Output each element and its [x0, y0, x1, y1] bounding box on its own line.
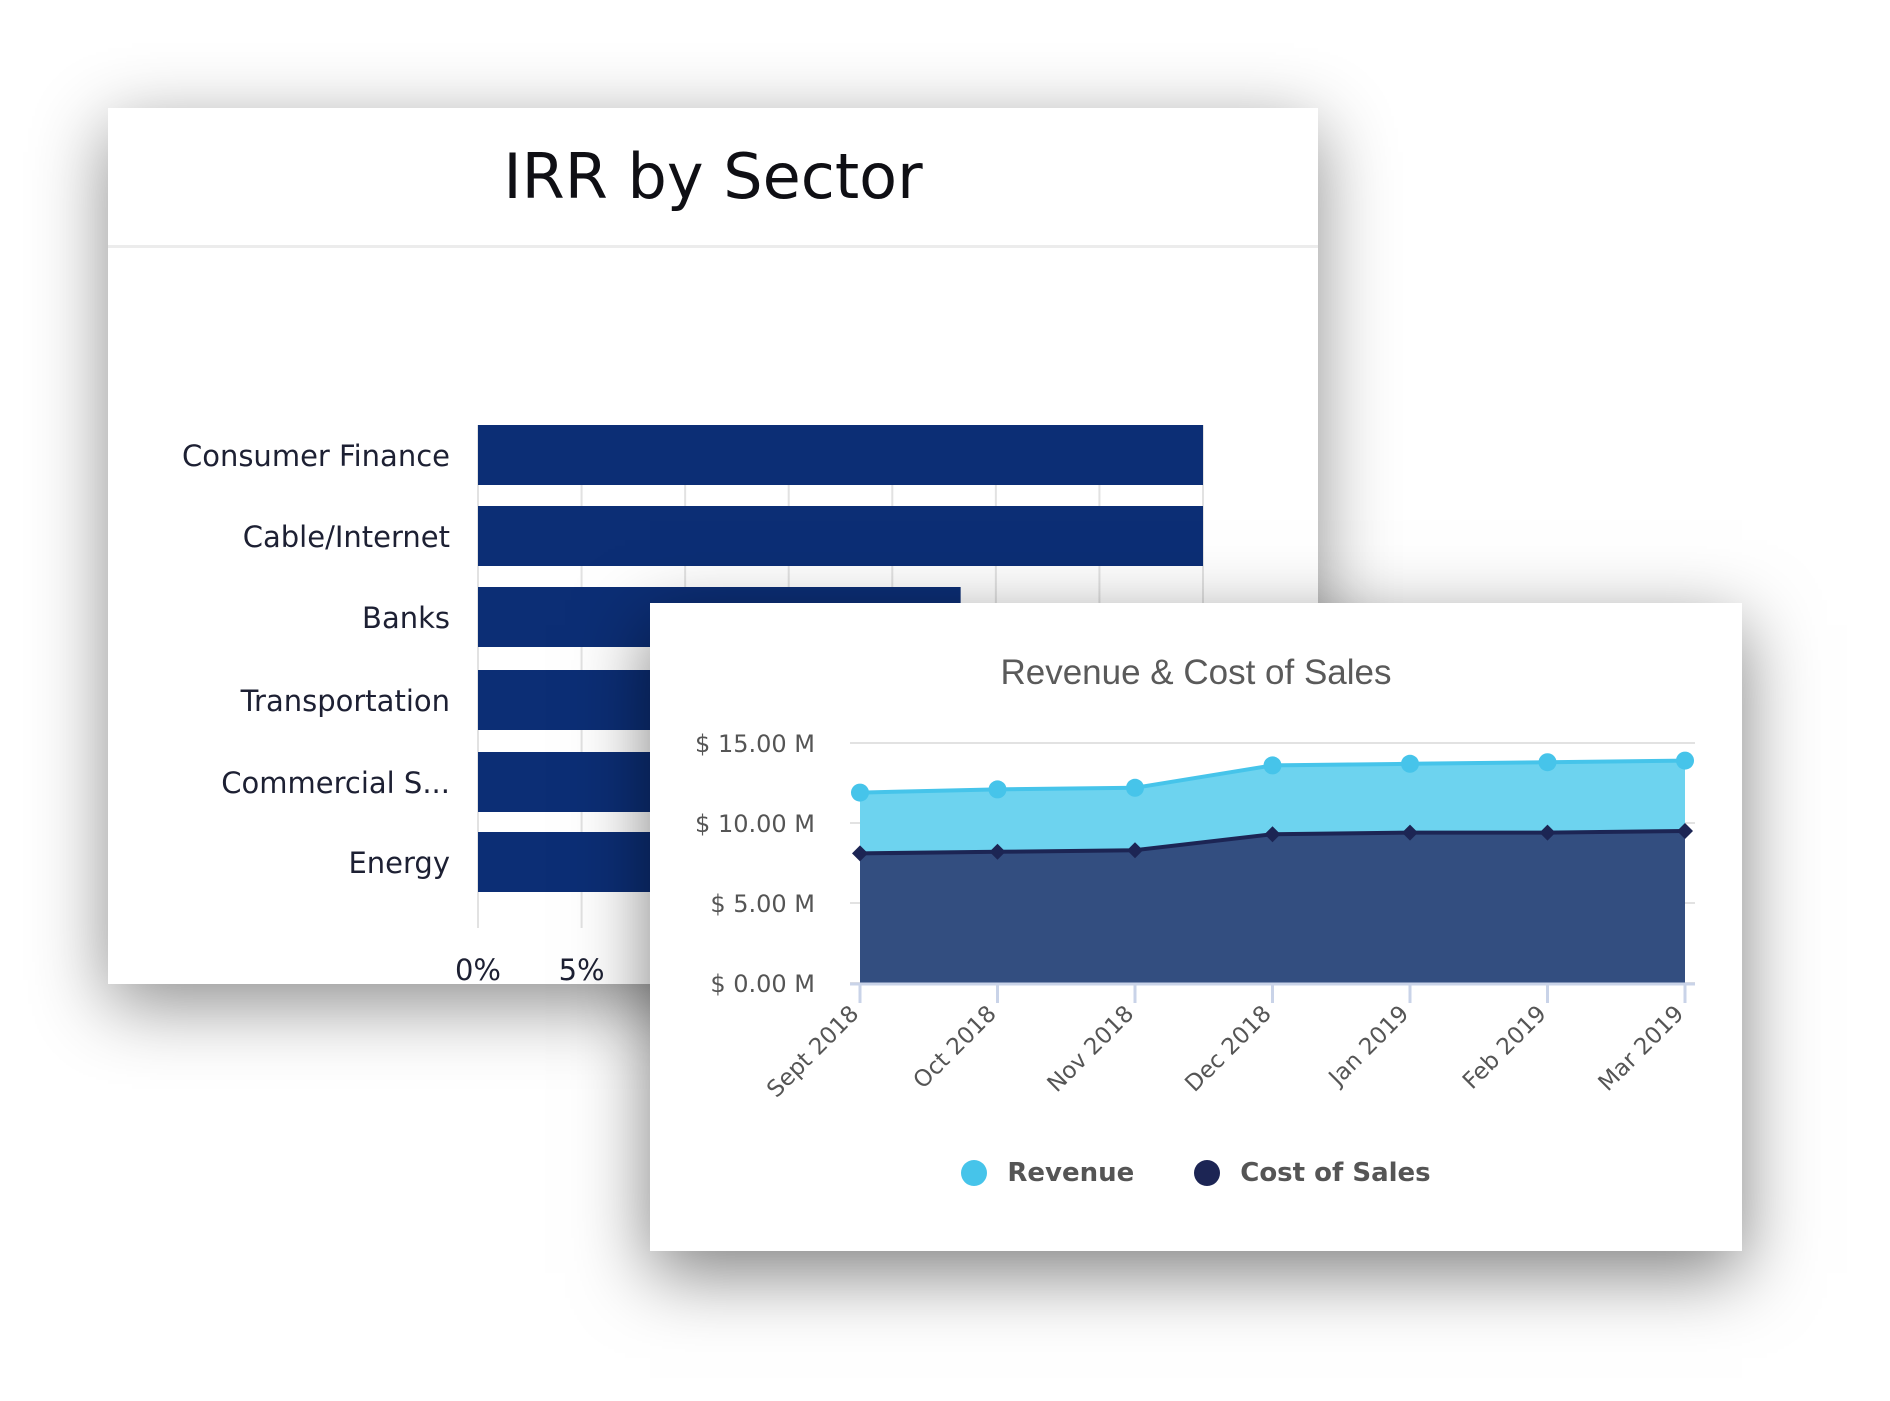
legend-cost-label: Cost of Sales [1240, 1158, 1431, 1188]
revenue-point [1401, 754, 1419, 773]
revenue-point [1126, 778, 1144, 797]
revenue-x-tick-label: Mar 2019 [1594, 1001, 1690, 1097]
irr-chart-title: IRR by Sector [108, 108, 1318, 248]
revenue-x-tick-label: Jan 2019 [1323, 1001, 1414, 1092]
revenue-point [1263, 756, 1282, 775]
legend-item-cost-of-sales[interactable]: Cost of Sales [1194, 1158, 1431, 1188]
irr-category-label: Energy [348, 846, 450, 880]
cost-of-sales-area [860, 831, 1685, 983]
revenue-y-tick-label: $ 10.00 M [695, 810, 815, 838]
revenue-y-tick-label: $ 0.00 M [710, 970, 815, 998]
cost-of-sales-point [1677, 823, 1693, 839]
revenue-area-chart: $ 0.00 M $ 5.00 M $ 10.00 M $ 15.00 M Sept 2… [695, 730, 1695, 1103]
cost-of-sales-point [989, 843, 1006, 860]
revenue-point [851, 783, 869, 802]
revenue-x-tick-label: Dec 2018 [1180, 1001, 1276, 1097]
revenue-point [988, 780, 1007, 799]
irr-category-label: Banks [362, 601, 450, 635]
revenue-point [1676, 751, 1694, 770]
irr-bar [478, 506, 1203, 566]
irr-category-label: Transportation [240, 684, 450, 718]
irr-category-label: Consumer Finance [182, 439, 450, 473]
legend-cost-marker [1194, 1160, 1221, 1186]
legend-item-revenue[interactable]: Revenue [961, 1158, 1134, 1188]
cost-of-sales-point [1402, 824, 1418, 841]
cost-of-sales-point [1539, 824, 1556, 841]
revenue-x-tick-label: Nov 2018 [1043, 1001, 1140, 1098]
cost-of-sales-point [852, 845, 868, 862]
irr-category-label: Commercial S... [221, 766, 450, 800]
revenue-x-tick-label: Feb 2019 [1458, 1001, 1552, 1095]
revenue-x-tick-label: Oct 2018 [909, 1001, 1002, 1094]
revenue-chart-title: Revenue & Cost of Sales [1000, 653, 1392, 692]
irr-x-tick-label: 0% [455, 953, 501, 984]
irr-x-tick-label: 5% [559, 953, 605, 984]
irr-bar [478, 425, 1203, 485]
revenue-chart-legend: Revenue Cost of Sales [650, 1158, 1742, 1188]
revenue-x-tick-label: Sept 2018 [762, 1001, 864, 1103]
irr-category-label: Cable/Internet [243, 520, 450, 554]
legend-revenue-marker [961, 1160, 988, 1186]
revenue-y-tick-label: $ 5.00 M [710, 890, 815, 918]
legend-revenue-label: Revenue [1007, 1158, 1135, 1188]
revenue-point [1538, 753, 1557, 772]
cost-of-sales-point [1127, 842, 1143, 859]
revenue-y-tick-label: $ 15.00 M [695, 730, 815, 758]
revenue-chart-card: Revenue & Cost of Sales $ 0.00 M $ 5.00 M… [650, 603, 1742, 1251]
cost-of-sales-point [1264, 826, 1281, 843]
